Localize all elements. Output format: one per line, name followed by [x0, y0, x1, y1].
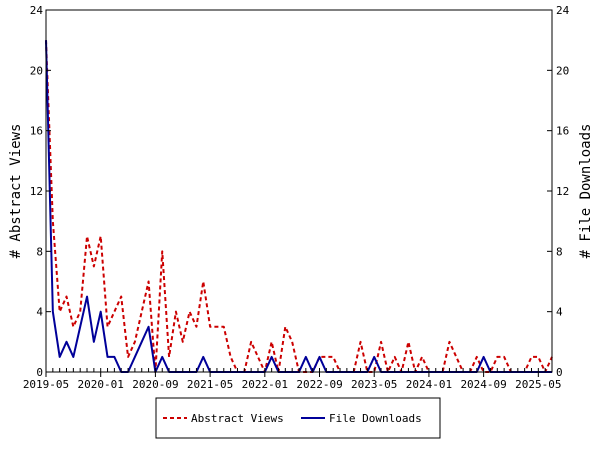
- legend-box: [155, 397, 441, 439]
- y-tick-label-left: 12: [30, 185, 43, 198]
- y-tick-label-left: 8: [36, 245, 43, 258]
- y-tick-label-left: 16: [30, 125, 43, 138]
- y-tick-label-left: 20: [30, 64, 43, 77]
- axis-layer: 0 0 4 4 8 8 12 12 16 16 20 20 24 24 2019-05 2020-01 2020…: [23, 4, 570, 391]
- x-tick-label: 2019-05: [23, 378, 69, 391]
- y-tick-label-left: 24: [30, 4, 44, 17]
- y-axis-title-left: # Abstract Views: [8, 124, 24, 259]
- y-tick-label-right: 8: [556, 245, 563, 258]
- y-tick-label-right: 4: [556, 306, 563, 319]
- x-tick-label: 2020-01: [78, 378, 124, 391]
- y-tick-label-right: 12: [556, 185, 569, 198]
- y-axis-title-right: # File Downloads: [578, 124, 594, 259]
- x-tick-label: 2024-09: [460, 378, 506, 391]
- x-tick-label: 2023-05: [351, 378, 397, 391]
- y-tick-label-right: 16: [556, 125, 569, 138]
- x-tick-label: 2020-09: [132, 378, 178, 391]
- x-tick-label: 2024-01: [406, 378, 452, 391]
- y-tick-label-right: 0: [556, 366, 563, 379]
- legend: Abstract Views File Downloads: [155, 397, 441, 439]
- y-tick-label-left: 4: [36, 306, 43, 319]
- legend-label-file-downloads: File Downloads: [329, 412, 422, 425]
- x-tick-label: 2022-01: [242, 378, 288, 391]
- x-tick-label: 2025-05: [515, 378, 561, 391]
- legend-label-abstract-views: Abstract Views: [191, 412, 284, 425]
- x-tick-label: 2021-05: [187, 378, 233, 391]
- x-tick-label: 2022-09: [296, 378, 342, 391]
- y-tick-label-left: 0: [36, 366, 43, 379]
- y-tick-label-right: 20: [556, 64, 569, 77]
- y-tick-label-right: 24: [556, 4, 570, 17]
